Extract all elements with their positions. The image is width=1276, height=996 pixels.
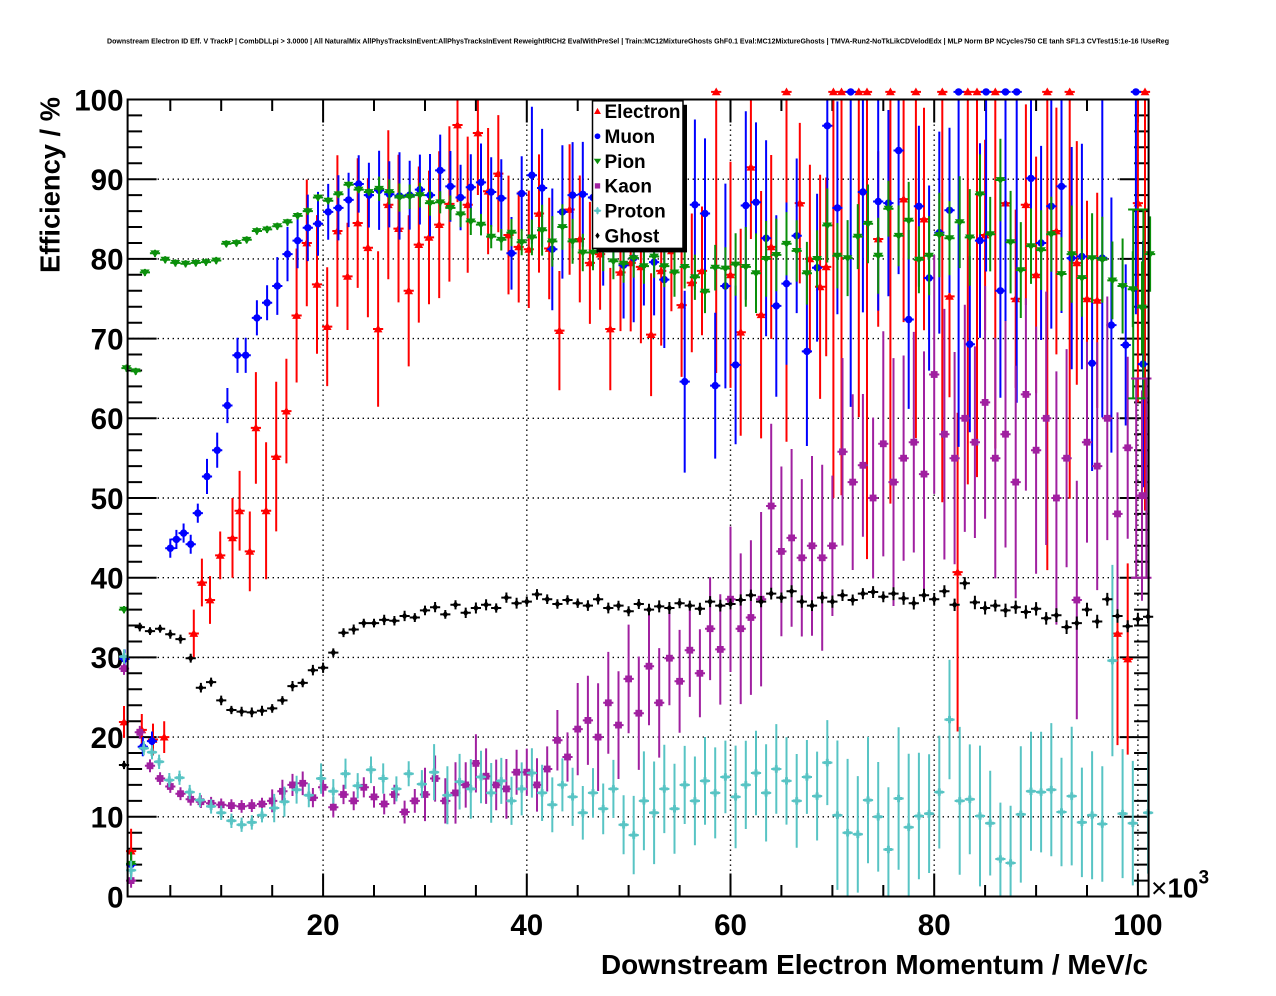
svg-text:30: 30: [91, 642, 124, 675]
svg-text:Downstream Electron ID Eff. V: Downstream Electron ID Eff. V TrackP | C…: [107, 37, 1169, 46]
svg-text:Downstream Electron Momentum /: Downstream Electron Momentum / MeV/c: [601, 948, 1148, 980]
svg-text:0: 0: [107, 881, 123, 914]
svg-text:40: 40: [91, 563, 124, 596]
svg-text:Pion: Pion: [605, 152, 646, 173]
svg-text:40: 40: [510, 909, 543, 942]
svg-text:Ghost: Ghost: [605, 226, 661, 247]
svg-text:Electron: Electron: [605, 102, 681, 123]
svg-text:Proton: Proton: [605, 202, 666, 223]
svg-text:90: 90: [91, 164, 124, 197]
svg-text:20: 20: [91, 722, 124, 755]
svg-text:Muon: Muon: [605, 127, 656, 148]
svg-text:10: 10: [91, 802, 124, 835]
svg-text:100: 100: [74, 84, 123, 117]
svg-text:60: 60: [91, 403, 124, 436]
svg-text:20: 20: [307, 909, 340, 942]
svg-text:Efficiency / %: Efficiency / %: [35, 97, 66, 273]
svg-text:Kaon: Kaon: [605, 177, 653, 198]
svg-text:80: 80: [91, 244, 124, 277]
svg-text:50: 50: [91, 483, 124, 516]
svg-text:80: 80: [918, 909, 951, 942]
svg-text:70: 70: [91, 323, 124, 356]
svg-text:60: 60: [714, 909, 747, 942]
svg-text:100: 100: [1113, 909, 1162, 942]
